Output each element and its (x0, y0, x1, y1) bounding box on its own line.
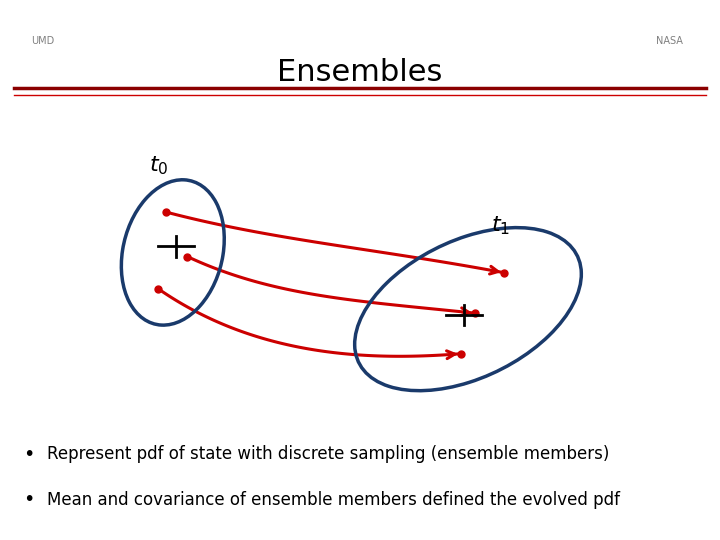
Text: UMD: UMD (32, 36, 55, 45)
Text: Ensembles: Ensembles (277, 58, 443, 87)
Text: NASA: NASA (656, 36, 683, 45)
Text: $t_1$: $t_1$ (491, 215, 510, 238)
Text: $t_0$: $t_0$ (148, 154, 168, 177)
Text: Mean and covariance of ensemble members defined the evolved pdf: Mean and covariance of ensemble members … (47, 491, 620, 509)
Text: Represent pdf of state with discrete sampling (ensemble members): Represent pdf of state with discrete sam… (47, 446, 609, 463)
Text: •: • (23, 445, 35, 464)
Text: •: • (23, 490, 35, 509)
